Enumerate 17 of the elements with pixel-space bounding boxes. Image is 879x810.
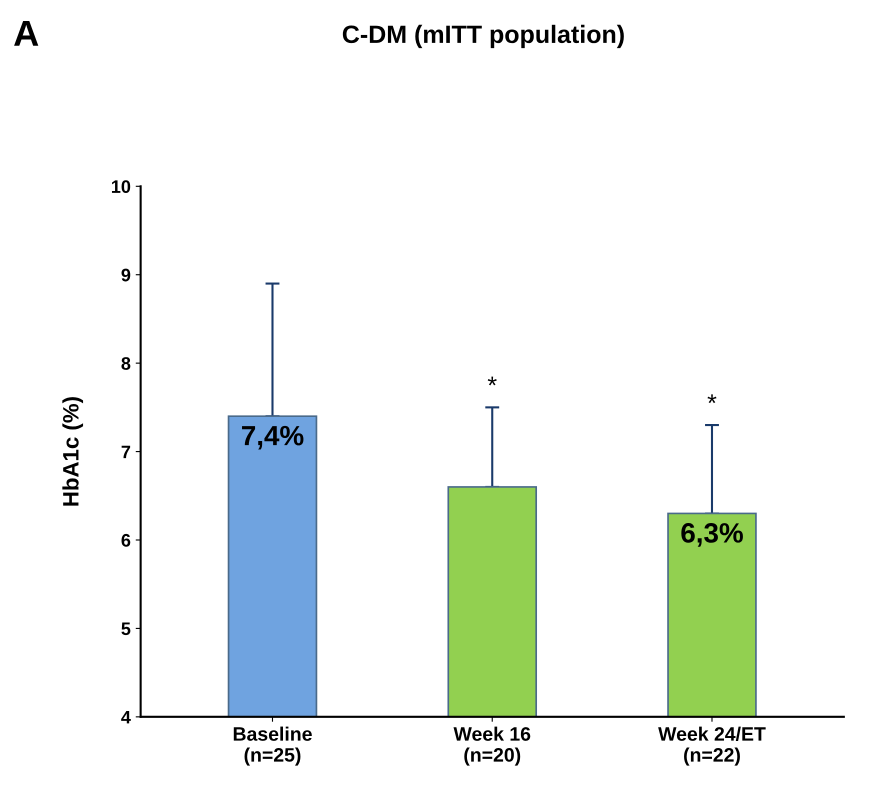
data-label: 7,4% <box>242 426 304 450</box>
x-tick-label: Week 16 (n=20) <box>454 726 530 766</box>
annotation: * <box>708 394 716 404</box>
chart-title: C-DM (mITT population) <box>342 24 624 48</box>
annotation: * <box>488 376 497 386</box>
data-label: 6,3% <box>681 523 743 547</box>
y-tick-label: 8 <box>121 357 130 370</box>
y-tick-label: 6 <box>122 534 130 547</box>
y-axis-title: HbA1c (%) <box>62 397 84 506</box>
y-tick-label: 5 <box>121 622 130 636</box>
text: A <box>14 20 38 46</box>
y-tick-label: 4 <box>121 710 131 724</box>
y-tick-label: 10 <box>112 180 130 194</box>
y-tick-label: 7 <box>122 446 130 458</box>
y-tick-label: 9 <box>122 268 130 282</box>
x-tick-label: Week 24/ET (n=22) <box>658 726 766 766</box>
x-tick-label: Baseline (n=25) <box>234 726 312 766</box>
